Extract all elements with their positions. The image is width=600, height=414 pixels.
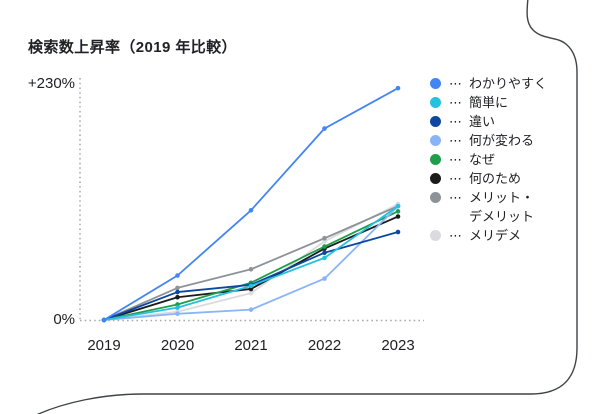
legend-item-kantanni: ⋯ 簡単に (430, 93, 580, 112)
chart-title: 検索数上昇率（2019 年比較） (28, 39, 237, 56)
y-axis-max-label: +230% (27, 75, 75, 92)
legend-dot-icon (430, 192, 441, 203)
legend-ellipsis: ⋯ (449, 228, 462, 243)
legend-label: なぜ (469, 152, 496, 167)
series-line-4 (103, 210, 399, 321)
data-point (322, 235, 327, 241)
data-point (395, 85, 401, 91)
legend-ellipsis: ⋯ (449, 133, 462, 148)
data-point (395, 209, 401, 214)
data-point (175, 273, 180, 278)
legend-label: わかりやすく (469, 76, 548, 91)
series-line-2 (103, 231, 399, 321)
data-point (395, 229, 401, 235)
legend-item-nanigakawaru: ⋯ 何が変わる (430, 131, 580, 150)
chart-legend: ⋯ わかりやすく ⋯ 簡単に ⋯ 違い ⋯ 何が変わる ⋯ なぜ ⋯ 何のため ⋯ メリット・ デメリット ⋯… (430, 74, 580, 245)
series-line-1 (103, 205, 399, 321)
legend-label: 何が変わる (469, 133, 535, 148)
series-line-3 (103, 205, 399, 321)
legend-ellipsis: ⋯ (449, 190, 462, 205)
data-point (175, 311, 180, 317)
data-point (175, 309, 180, 315)
legend-dot-icon (430, 116, 441, 127)
legend-ellipsis: ⋯ (449, 171, 462, 186)
data-point (101, 317, 107, 323)
legend-item-nannotame: ⋯ 何のため (430, 169, 580, 188)
series-line-0 (103, 87, 399, 321)
data-point (248, 286, 254, 292)
data-point (101, 317, 107, 323)
data-point (101, 317, 107, 323)
data-point (101, 317, 107, 323)
data-point (322, 246, 327, 251)
data-point (395, 214, 401, 219)
legend-dot-icon (430, 78, 441, 89)
legend-label: 違い (469, 114, 496, 129)
legend-label: メリデメ (469, 228, 522, 243)
legend-item-merit-demerit: ⋯ メリット・ デメリット (430, 188, 580, 226)
data-point (101, 317, 107, 323)
legend-item-chigai: ⋯ 違い (430, 112, 580, 131)
series-line-5 (103, 215, 399, 321)
legend-label: 何のため (469, 171, 522, 186)
data-point (248, 290, 254, 296)
data-point (175, 302, 180, 307)
data-point (322, 126, 327, 131)
data-point (322, 244, 327, 249)
legend-dot-icon (430, 154, 441, 165)
data-point (322, 276, 327, 281)
legend-dot-icon (430, 97, 441, 108)
data-point (101, 317, 107, 323)
data-point (248, 207, 254, 213)
data-point (322, 255, 327, 261)
x-axis-label-2020: 2020 (160, 337, 195, 354)
data-point (395, 203, 401, 209)
legend-label: 簡単に (469, 95, 509, 110)
data-point (248, 282, 254, 288)
series-line-7 (103, 203, 399, 321)
data-point (248, 307, 254, 312)
data-point (395, 201, 401, 207)
data-point (248, 266, 254, 272)
data-point (101, 317, 107, 323)
data-point (175, 305, 180, 310)
legend-dot-icon (430, 230, 441, 241)
data-point (395, 203, 401, 209)
y-axis-zero-label: 0% (53, 311, 75, 328)
legend-ellipsis: ⋯ (449, 76, 462, 91)
legend-item-naze: ⋯ なぜ (430, 150, 580, 169)
series-line-6 (103, 205, 399, 321)
data-point (175, 294, 180, 300)
legend-item-wakariyasuku: ⋯ わかりやすく (430, 74, 580, 93)
data-point (322, 250, 327, 256)
data-point (248, 280, 254, 286)
legend-dot-icon (430, 173, 441, 184)
x-axis-label-2023: 2023 (381, 337, 415, 354)
x-axis-label-2022: 2022 (307, 337, 342, 354)
data-point (101, 317, 107, 323)
data-point (175, 285, 180, 291)
x-axis-label-2019: 2019 (87, 337, 121, 354)
data-point (395, 203, 401, 209)
legend-ellipsis: ⋯ (449, 152, 462, 167)
legend-label: メリット・ デメリット (469, 190, 535, 224)
legend-ellipsis: ⋯ (449, 114, 462, 129)
data-point (322, 239, 327, 244)
legend-dot-icon (430, 135, 441, 146)
data-point (248, 283, 254, 289)
legend-item-meridem: ⋯ メリデメ (430, 226, 580, 245)
x-axis-label-2021: 2021 (234, 337, 268, 354)
data-point (175, 289, 180, 295)
legend-ellipsis: ⋯ (449, 95, 462, 110)
